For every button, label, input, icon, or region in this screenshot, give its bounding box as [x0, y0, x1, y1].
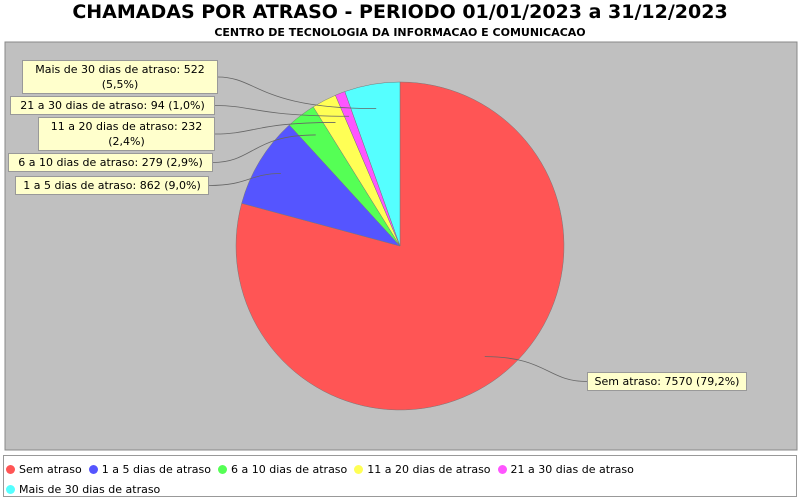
leader-line [484, 356, 588, 382]
legend-item: Sem atraso [6, 459, 82, 479]
legend-swatch [88, 464, 98, 474]
legend-item: 11 a 20 dias de atraso [354, 459, 491, 479]
leader-line [214, 122, 336, 135]
legend-swatch [6, 484, 15, 494]
slice-label: 11 a 20 dias de atraso: 232 (2,4%) [38, 117, 215, 151]
chart-title: CHAMADAS POR ATRASO - PERIODO 01/01/2023… [72, 1, 728, 23]
legend-swatch [497, 464, 507, 474]
legend-label: 11 a 20 dias de atraso [367, 462, 491, 476]
slice-label: 6 a 10 dias de atraso: 279 (2,9%) [8, 153, 213, 172]
slice-label: 21 a 30 dias de atraso: 94 (1,0%) [10, 96, 215, 115]
chart-subtitle: CENTRO DE TECNOLOGIA DA INFORMACAO E COM… [214, 26, 586, 39]
leader-line [217, 76, 377, 110]
leader-line [208, 173, 281, 186]
legend-label: 6 a 10 dias de atraso [231, 462, 348, 476]
legend-swatch [218, 464, 228, 474]
legend-item: Mais de 30 dias de atraso [6, 479, 160, 499]
legend-label: 21 a 30 dias de atraso [510, 462, 634, 476]
slice-label: Sem atraso: 7570 (79,2%) [587, 372, 747, 391]
slice-label: Mais de 30 dias de atraso: 522 (5,5%) [22, 60, 218, 94]
slice-label: 1 a 5 dias de atraso: 862 (9,0%) [15, 176, 209, 195]
leader-line [214, 105, 350, 117]
legend-label: Sem atraso [19, 462, 82, 476]
legend-label: 1 a 5 dias de atraso [101, 462, 212, 476]
legend: Sem atraso 1 a 5 dias de atraso 6 a 10 dia… [3, 455, 797, 497]
pie-slice [241, 124, 401, 247]
pie-slice [344, 81, 401, 247]
legend-item: 6 a 10 dias de atraso [218, 459, 347, 479]
legend-item: 1 a 5 dias de atraso [88, 459, 212, 479]
legend-label: Mais de 30 dias de atraso [19, 482, 161, 496]
legend-item: 21 a 30 dias de atraso [497, 459, 634, 479]
legend-swatch [354, 464, 364, 474]
leader-line [212, 134, 316, 163]
pie-slice [235, 81, 565, 411]
legend-swatch [6, 464, 15, 474]
